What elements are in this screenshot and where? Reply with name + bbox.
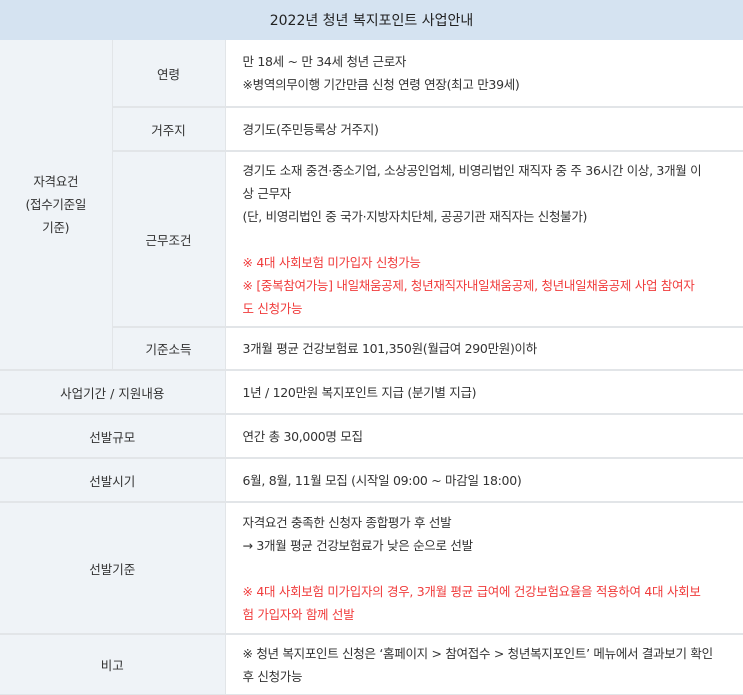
income-label: 기준소득 xyxy=(112,327,226,371)
value-line: ※병역의무이행 기간만큼 신청 연령 연장(최고 만39세) xyxy=(242,77,520,92)
label-line: 기준) xyxy=(42,220,70,235)
employment-value: 경기도 소재 중견·중소기업, 소상공인업체, 비영리법인 재직자 중 주 36… xyxy=(225,151,743,328)
table-row: 선발기준 자격요건 충족한 신청자 종합평가 후 선발 → 3개월 평균 건강보… xyxy=(0,502,743,635)
scale-label: 선발규모 xyxy=(0,414,226,459)
value-line: ※ 청년 복지포인트 신청은 ‘홈페이지 > 참여접수 > 청년복지포인트’ 메… xyxy=(242,645,714,661)
employment-label: 근무조건 xyxy=(112,151,226,328)
warning-line: ※ 4대 사회보험 미가입자의 경우, 3개월 평균 급여에 건강보험요율을 적… xyxy=(242,583,701,599)
timing-value: 6월, 8월, 11월 모집 (시작일 09:00 ~ 마감일 18:00) xyxy=(225,458,743,503)
age-label: 연령 xyxy=(112,40,226,108)
info-table: 자격요건 (접수기준일 기준) 연령 만 18세 ~ 만 34세 청년 근로자 … xyxy=(0,40,743,695)
table-row: 기준소득 3개월 평균 건강보험료 101,350원(월급여 290만원)이하 xyxy=(0,327,743,371)
value-line: (단, 비영리법인 중 국가·지방자치단체, 공공기관 재직자는 신청불가) xyxy=(242,208,588,224)
table-row: 선발규모 연간 총 30,000명 모집 xyxy=(0,414,743,459)
qualification-label: 자격요건 (접수기준일 기준) xyxy=(0,40,113,371)
value-line: 연간 총 30,000명 모집 xyxy=(242,428,363,444)
income-value: 3개월 평균 건강보험료 101,350원(월급여 290만원)이하 xyxy=(225,327,743,371)
criteria-value: 자격요건 충족한 신청자 종합평가 후 선발 → 3개월 평균 건강보험료가 낮… xyxy=(225,502,743,635)
table-title: 2022년 청년 복지포인트 사업안내 xyxy=(0,0,743,40)
table-row: 거주지 경기도(주민등록상 거주지) xyxy=(0,107,743,152)
remarks-label: 비고 xyxy=(0,634,226,695)
label-line: 자격요건 xyxy=(33,174,79,189)
warning-line: 험 가입자와 함께 선발 xyxy=(242,606,355,622)
value-line: 후 신청가능 xyxy=(242,668,303,684)
remarks-value: ※ 청년 복지포인트 신청은 ‘홈페이지 > 참여접수 > 청년복지포인트’ 메… xyxy=(225,634,743,695)
value-line: 자격요건 충족한 신청자 종합평가 후 선발 xyxy=(242,514,452,530)
period-value: 1년 / 120만원 복지포인트 지급 (분기별 지급) xyxy=(225,370,743,415)
value-line: 경기도 소재 중견·중소기업, 소상공인업체, 비영리법인 재직자 중 주 36… xyxy=(242,162,702,178)
timing-label: 선발시기 xyxy=(0,458,226,503)
value-line: 상 근무자 xyxy=(242,185,292,201)
warning-line: 도 신청가능 xyxy=(242,300,303,316)
table-row: 근무조건 경기도 소재 중견·중소기업, 소상공인업체, 비영리법인 재직자 중… xyxy=(0,151,743,328)
label-line: (접수기준일 xyxy=(25,197,87,212)
criteria-label: 선발기준 xyxy=(0,502,226,635)
age-value: 만 18세 ~ 만 34세 청년 근로자 ※병역의무이행 기간만큼 신청 연령 … xyxy=(225,40,743,108)
scale-value: 연간 총 30,000명 모집 xyxy=(225,414,743,459)
residence-value: 경기도(주민등록상 거주지) xyxy=(225,107,743,152)
value-line: 6월, 8월, 11월 모집 (시작일 09:00 ~ 마감일 18:00) xyxy=(242,472,522,488)
value-line: 1년 / 120만원 복지포인트 지급 (분기별 지급) xyxy=(242,384,477,400)
period-label: 사업기간 / 지원내용 xyxy=(0,370,226,415)
residence-label: 거주지 xyxy=(112,107,226,152)
value-line: 3개월 평균 건강보험료 101,350원(월급여 290만원)이하 xyxy=(242,341,538,356)
table-row: 선발시기 6월, 8월, 11월 모집 (시작일 09:00 ~ 마감일 18:… xyxy=(0,458,743,503)
value-line: → 3개월 평균 건강보험료가 낮은 순으로 선발 xyxy=(242,537,474,553)
table-row: 자격요건 (접수기준일 기준) 연령 만 18세 ~ 만 34세 청년 근로자 … xyxy=(0,40,743,371)
table-row: 사업기간 / 지원내용 1년 / 120만원 복지포인트 지급 (분기별 지급) xyxy=(0,370,743,415)
value-line: 만 18세 ~ 만 34세 청년 근로자 xyxy=(242,54,407,69)
value-line: 경기도(주민등록상 거주지) xyxy=(242,121,379,137)
table-row: 비고 ※ 청년 복지포인트 신청은 ‘홈페이지 > 참여접수 > 청년복지포인트… xyxy=(0,634,743,695)
warning-line: ※ 4대 사회보험 미가입자 신청가능 xyxy=(242,254,421,270)
warning-line: ※ [중복참여가능] 내일채움공제, 청년재직자내일채움공제, 청년내일채움공제… xyxy=(242,277,695,293)
